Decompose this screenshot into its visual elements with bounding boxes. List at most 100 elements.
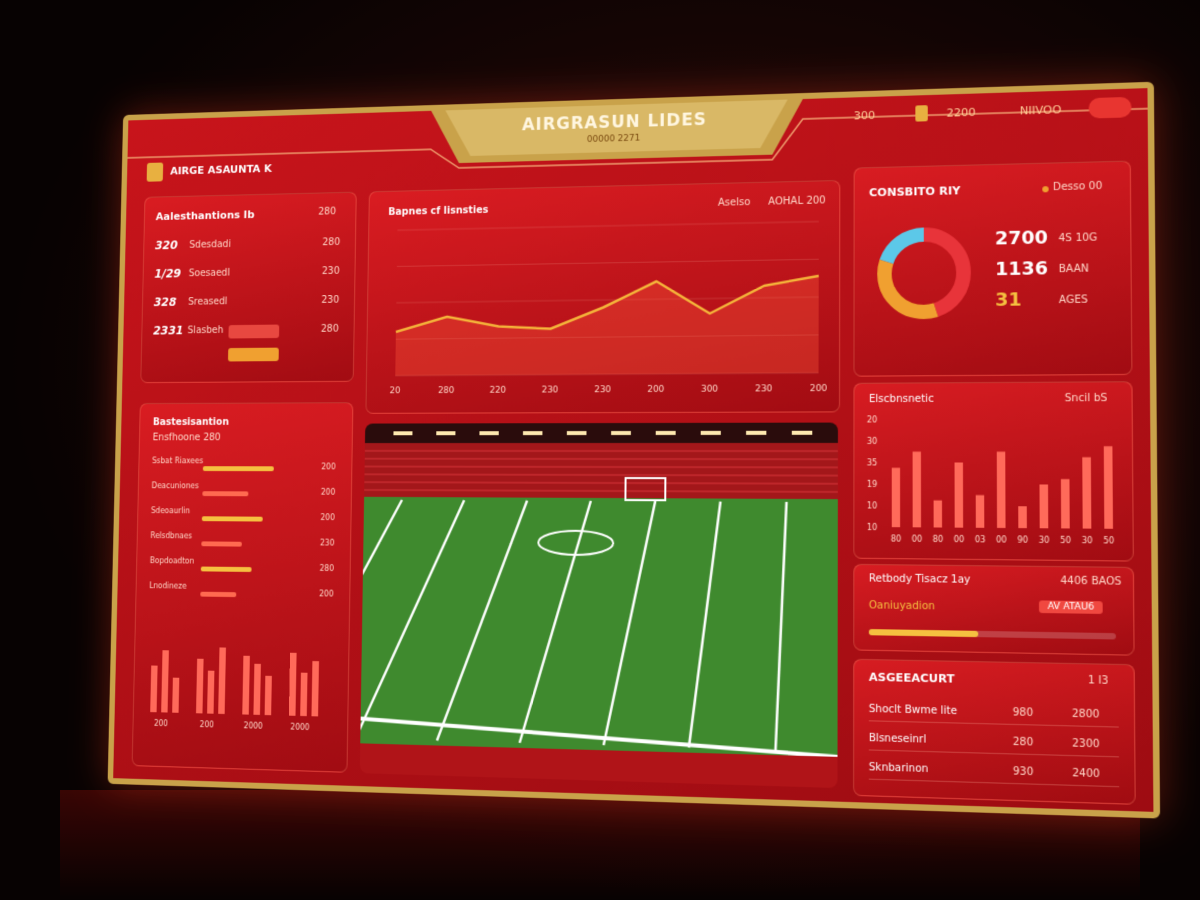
row-right: 200 (320, 513, 335, 523)
chart-svg (359, 422, 838, 789)
floodlight (700, 430, 721, 435)
bar (933, 500, 943, 528)
y-label: 30 (867, 437, 878, 447)
floodlight (436, 431, 456, 436)
x-tick-label: 200 (647, 385, 664, 395)
progress-panel: Retbody Tisacz 1ay 4406 BAOS Oaniuyadion AV… (853, 563, 1135, 656)
row-label: Deacuniones (151, 481, 199, 491)
floodlight (611, 430, 631, 436)
nav-icon (915, 105, 928, 122)
field (360, 496, 838, 757)
x-tick-label: 50 (1060, 535, 1071, 545)
cluster-bar (196, 658, 204, 714)
row-divider (868, 720, 1119, 728)
row-label: Sreasedl (188, 296, 228, 308)
x-tick-label: 230 (542, 385, 559, 395)
panel-title: Retbody Tisacz 1ay (868, 573, 971, 586)
nav-item: 300 (853, 108, 876, 123)
x-tick-label: 280 (438, 386, 455, 396)
x-tick-label: 2000 (290, 722, 309, 732)
x-tick-label: 00 (912, 534, 923, 544)
bar (912, 451, 922, 528)
cluster-bar (150, 665, 158, 713)
floodlight (522, 431, 543, 436)
cluster-bar (288, 652, 297, 716)
cluster-bar (172, 677, 180, 713)
stat-value: 1136 (995, 257, 1049, 281)
row-divider (868, 749, 1119, 758)
stat-label: BAAN (1058, 263, 1089, 276)
row-a: 280 (1012, 736, 1034, 749)
bar (891, 467, 901, 528)
x-tick-label: 30 (1082, 536, 1093, 546)
row-right: 230 (321, 265, 340, 277)
panel-title: ASGEEACURT (868, 670, 955, 686)
menu-button[interactable] (1088, 96, 1132, 119)
grid-line (397, 222, 818, 231)
progress-label: Oaniuyadion (868, 600, 935, 613)
cluster-bar (207, 670, 215, 714)
stat-label: 4S 10G (1058, 232, 1098, 245)
row-bar (200, 566, 252, 572)
stat-value: 2700 (994, 227, 1049, 250)
row-right: 280 (322, 237, 341, 249)
panel-subtitle: Ensfhoone 280 (152, 432, 221, 444)
row-a: 930 (1012, 766, 1034, 779)
row-label: Soesaedl (188, 267, 231, 280)
x-tick-label: 200 (200, 720, 214, 730)
action-button[interactable] (228, 324, 280, 339)
line-area (395, 275, 819, 376)
row-right: 230 (319, 538, 335, 548)
cluster-bar (161, 650, 169, 713)
title-plate-inner (444, 99, 788, 157)
stadium-view (359, 422, 838, 789)
action-button[interactable] (227, 347, 279, 362)
bar (1018, 506, 1027, 529)
row-bar (202, 491, 248, 497)
stat-label: AGES (1058, 294, 1088, 307)
row-value: 320 (154, 238, 178, 253)
row-right: 200 (319, 589, 334, 599)
x-tick-label: 80 (933, 534, 944, 544)
summary-panel: Aalesthantions Ib 280 320 Sdesdadi 280 1/29 So… (140, 191, 357, 384)
row-right: 280 (320, 323, 339, 335)
bar (1082, 457, 1092, 529)
bar (954, 462, 964, 528)
row-label: Sknbarinon (868, 761, 929, 776)
y-label: 20 (867, 415, 878, 425)
chart-svg: 200 200 2000 2000 (150, 647, 319, 732)
bar (1039, 484, 1049, 529)
row-label: Relsdbnaes (150, 531, 193, 541)
row-bar (201, 516, 263, 522)
bar (996, 451, 1006, 528)
row-right: 200 (320, 487, 336, 497)
bar (975, 495, 985, 528)
distribution-panel: Elscbnsnetic Sncil bS 20 30 35 19 10 10 80 00 80 00… (853, 381, 1134, 562)
chart-svg: 20 280 220 230 230 200 300 230 200 (390, 181, 827, 396)
x-tick-label: 230 (594, 385, 611, 395)
x-tick-label: 00 (954, 535, 965, 545)
ranking-panel: Bastesisantion Ensfhoone 280 Ssbat Riaxees… (131, 402, 354, 773)
row-value: 2331 (153, 323, 184, 338)
field-border (359, 743, 838, 789)
row-a: 980 (1012, 707, 1034, 720)
bar (1103, 446, 1113, 529)
legend-label: Desso 00 (1052, 180, 1103, 194)
x-tick-label: 50 (1103, 536, 1114, 546)
row-label: Bopdoadton (149, 556, 195, 566)
row-bar (200, 591, 236, 598)
progress-button[interactable]: AV ATAU6 (1038, 600, 1104, 614)
cluster-bar (264, 675, 272, 716)
y-label: 35 (867, 458, 878, 468)
row-b: 2800 (1071, 708, 1100, 721)
row-right: 280 (319, 563, 335, 573)
cluster-bar (300, 672, 308, 717)
trend-panel: Bapnes cf lisnsties Aselso AOHAL 200 20 280 2… (365, 179, 841, 414)
nav-item: NIIVOO (1019, 103, 1062, 118)
row-label: Sdeoaurlin (150, 506, 191, 516)
nav-item: 2200 (946, 105, 976, 120)
row-label: Blsneseinrl (868, 732, 927, 746)
y-label: 19 (867, 480, 878, 490)
row-label: Slasbeh (187, 325, 224, 337)
